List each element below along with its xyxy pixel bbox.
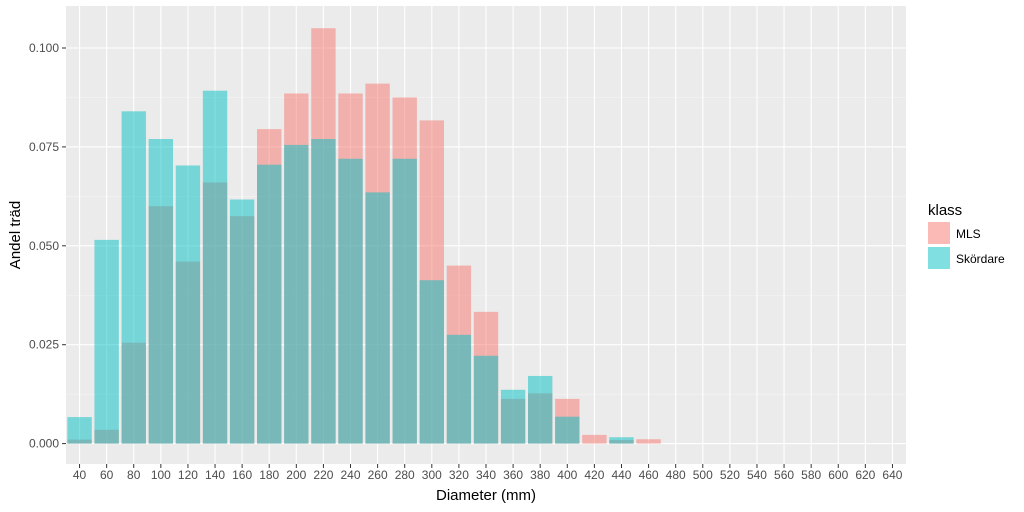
x-tick-label: 640 (882, 468, 902, 482)
x-tick-label: 520 (720, 468, 740, 482)
bar-skordare (365, 192, 390, 444)
legend: klass MLS Skördare (928, 202, 1005, 269)
bar-mls (582, 434, 607, 444)
y-tick-label: 0.050 (29, 239, 59, 253)
x-tick-label: 560 (774, 468, 794, 482)
legend-swatch-mls (928, 222, 950, 244)
x-tick-label: 460 (639, 468, 659, 482)
x-tick-label: 140 (205, 468, 225, 482)
y-tick-label: 0.075 (29, 140, 59, 154)
bar-skordare (121, 111, 146, 444)
bar-skordare (67, 417, 92, 444)
x-tick-label: 260 (368, 468, 388, 482)
x-tick-label: 620 (855, 468, 875, 482)
bar-skordare (311, 138, 336, 444)
bar-skordare (500, 389, 526, 444)
bar-skordare (229, 199, 255, 444)
bar-skordare (555, 416, 580, 444)
x-tick-label: 420 (584, 468, 604, 482)
y-tick-label: 0.000 (29, 437, 59, 451)
x-tick-label: 280 (395, 468, 415, 482)
x-tick-label: 80 (127, 468, 141, 482)
x-tick-label: 340 (476, 468, 496, 482)
x-tick-label: 60 (100, 468, 114, 482)
x-tick-label: 500 (693, 468, 713, 482)
bar-skordare (528, 375, 553, 444)
bar-skordare (257, 164, 282, 444)
bar-skordare (446, 334, 472, 444)
legend-title: klass (928, 202, 962, 219)
x-tick-label: 240 (341, 468, 361, 482)
bar-skordare (473, 355, 499, 444)
bar-skordare (94, 239, 119, 444)
legend-swatch-skordare (928, 247, 950, 269)
x-tick-label: 320 (449, 468, 469, 482)
series-skordare-bars (67, 90, 634, 444)
bar-skordare (148, 138, 174, 444)
x-tick-label: 360 (503, 468, 523, 482)
bar-skordare (392, 158, 417, 444)
x-tick-label: 220 (313, 468, 333, 482)
legend-label-mls: MLS (956, 227, 981, 241)
x-tick-label: 160 (232, 468, 252, 482)
bar-skordare (175, 165, 201, 444)
y-axis: 0.000 0.025 0.050 0.075 0.100 (29, 41, 66, 451)
x-tick-label: 600 (828, 468, 848, 482)
x-tick-label: 200 (286, 468, 306, 482)
bar-skordare (284, 144, 309, 444)
y-tick-label: 0.025 (29, 338, 59, 352)
y-axis-title: Andel träd (7, 201, 24, 269)
bar-skordare (202, 90, 228, 444)
x-tick-label: 40 (73, 468, 87, 482)
legend-label-skordare: Skördare (956, 252, 1005, 266)
bar-skordare (338, 158, 363, 444)
x-tick-label: 380 (530, 468, 550, 482)
x-tick-label: 480 (666, 468, 686, 482)
x-axis: 40 60 80 100 120 140 160 180 200 220 240 260 280 300 3… (73, 464, 903, 482)
x-axis-title: Diameter (mm) (436, 487, 536, 504)
y-tick-label: 0.100 (29, 41, 59, 55)
bar-skordare (419, 280, 444, 444)
x-tick-label: 440 (611, 468, 631, 482)
bar-skordare (609, 437, 634, 444)
x-tick-label: 120 (178, 468, 198, 482)
x-tick-label: 100 (151, 468, 171, 482)
bar-mls (636, 439, 661, 444)
x-tick-label: 400 (557, 468, 577, 482)
x-tick-label: 180 (259, 468, 279, 482)
x-tick-label: 540 (747, 468, 767, 482)
x-tick-label: 300 (422, 468, 442, 482)
x-tick-label: 580 (801, 468, 821, 482)
